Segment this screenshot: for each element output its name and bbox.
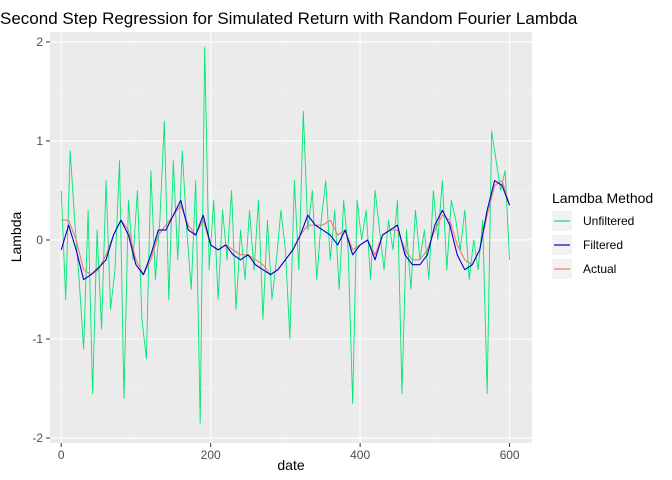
legend: Lamdba Method Unfiltered Filtered Actual bbox=[552, 190, 653, 279]
legend-label: Unfiltered bbox=[583, 214, 634, 228]
x-axis: 0 200 400 600 bbox=[58, 443, 520, 462]
series-layer bbox=[60, 46, 511, 424]
x-tick-label: 600 bbox=[500, 448, 520, 462]
x-axis-title: date bbox=[277, 457, 304, 473]
y-tick-label: 0 bbox=[36, 233, 43, 247]
y-axis: -2 -1 0 1 2 bbox=[32, 35, 50, 445]
x-tick-label: 400 bbox=[350, 448, 370, 462]
grid-major bbox=[50, 32, 532, 443]
y-tick-label: -1 bbox=[32, 332, 43, 346]
series-line-filtered bbox=[60, 180, 511, 281]
x-tick-label: 200 bbox=[201, 448, 221, 462]
y-axis-title: Lambda bbox=[8, 211, 24, 262]
y-tick-label: -2 bbox=[32, 431, 43, 445]
chart-title: Second Step Regression for Simulated Ret… bbox=[0, 9, 578, 28]
y-tick-label: 1 bbox=[36, 134, 43, 148]
legend-label: Actual bbox=[583, 262, 616, 276]
legend-label: Filtered bbox=[583, 238, 623, 252]
plot-panel bbox=[50, 32, 532, 443]
legend-title: Lamdba Method bbox=[552, 190, 653, 206]
y-tick-label: 2 bbox=[36, 35, 43, 49]
series-line-unfiltered bbox=[60, 46, 511, 424]
x-tick-label: 0 bbox=[58, 448, 65, 462]
